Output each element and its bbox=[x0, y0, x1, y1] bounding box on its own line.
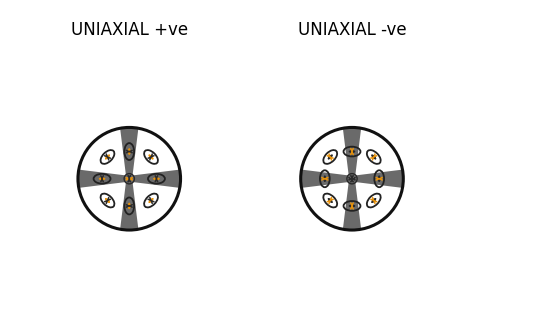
PathPatch shape bbox=[1, 50, 257, 307]
Text: UNIAXIAL +ve: UNIAXIAL +ve bbox=[71, 21, 188, 39]
Polygon shape bbox=[343, 127, 361, 177]
Polygon shape bbox=[120, 180, 139, 230]
Polygon shape bbox=[354, 169, 403, 188]
Polygon shape bbox=[78, 169, 128, 188]
PathPatch shape bbox=[224, 50, 480, 307]
Polygon shape bbox=[343, 180, 361, 230]
Text: UNIAXIAL -ve: UNIAXIAL -ve bbox=[298, 21, 406, 39]
Polygon shape bbox=[301, 169, 350, 188]
Polygon shape bbox=[131, 169, 180, 188]
Polygon shape bbox=[120, 127, 139, 177]
